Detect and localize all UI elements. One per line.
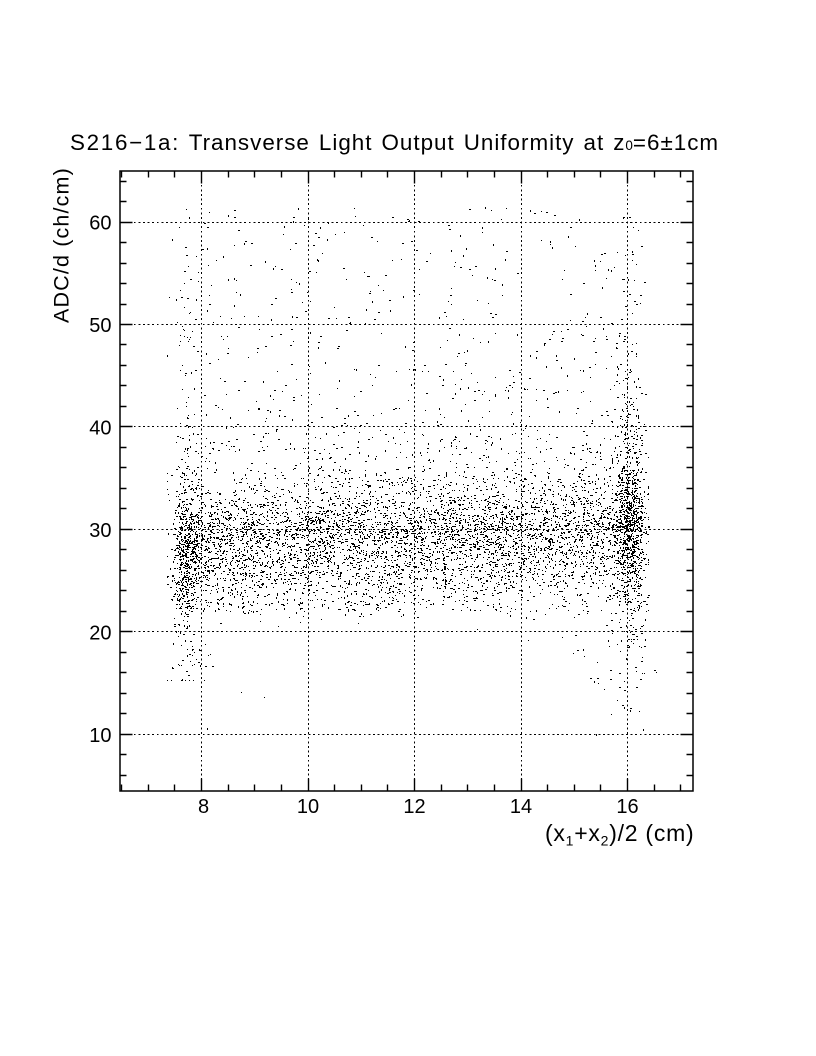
svg-text:8: 8	[198, 796, 209, 818]
svg-text:60: 60	[89, 213, 111, 235]
svg-text:50: 50	[89, 315, 111, 337]
svg-text:40: 40	[89, 417, 111, 439]
svg-text:30: 30	[89, 520, 111, 542]
svg-text:10: 10	[89, 725, 111, 747]
svg-text:S216−1a: Transverse Light Outp: S216−1a: Transverse Light Output Uniform…	[70, 130, 719, 155]
svg-text:16: 16	[616, 796, 638, 818]
svg-text:12: 12	[403, 796, 425, 818]
svg-text:20: 20	[89, 622, 111, 644]
svg-text:14: 14	[510, 796, 532, 818]
svg-text:ADC/d (ch/cm): ADC/d (ch/cm)	[50, 167, 74, 323]
svg-text:10: 10	[297, 796, 319, 818]
